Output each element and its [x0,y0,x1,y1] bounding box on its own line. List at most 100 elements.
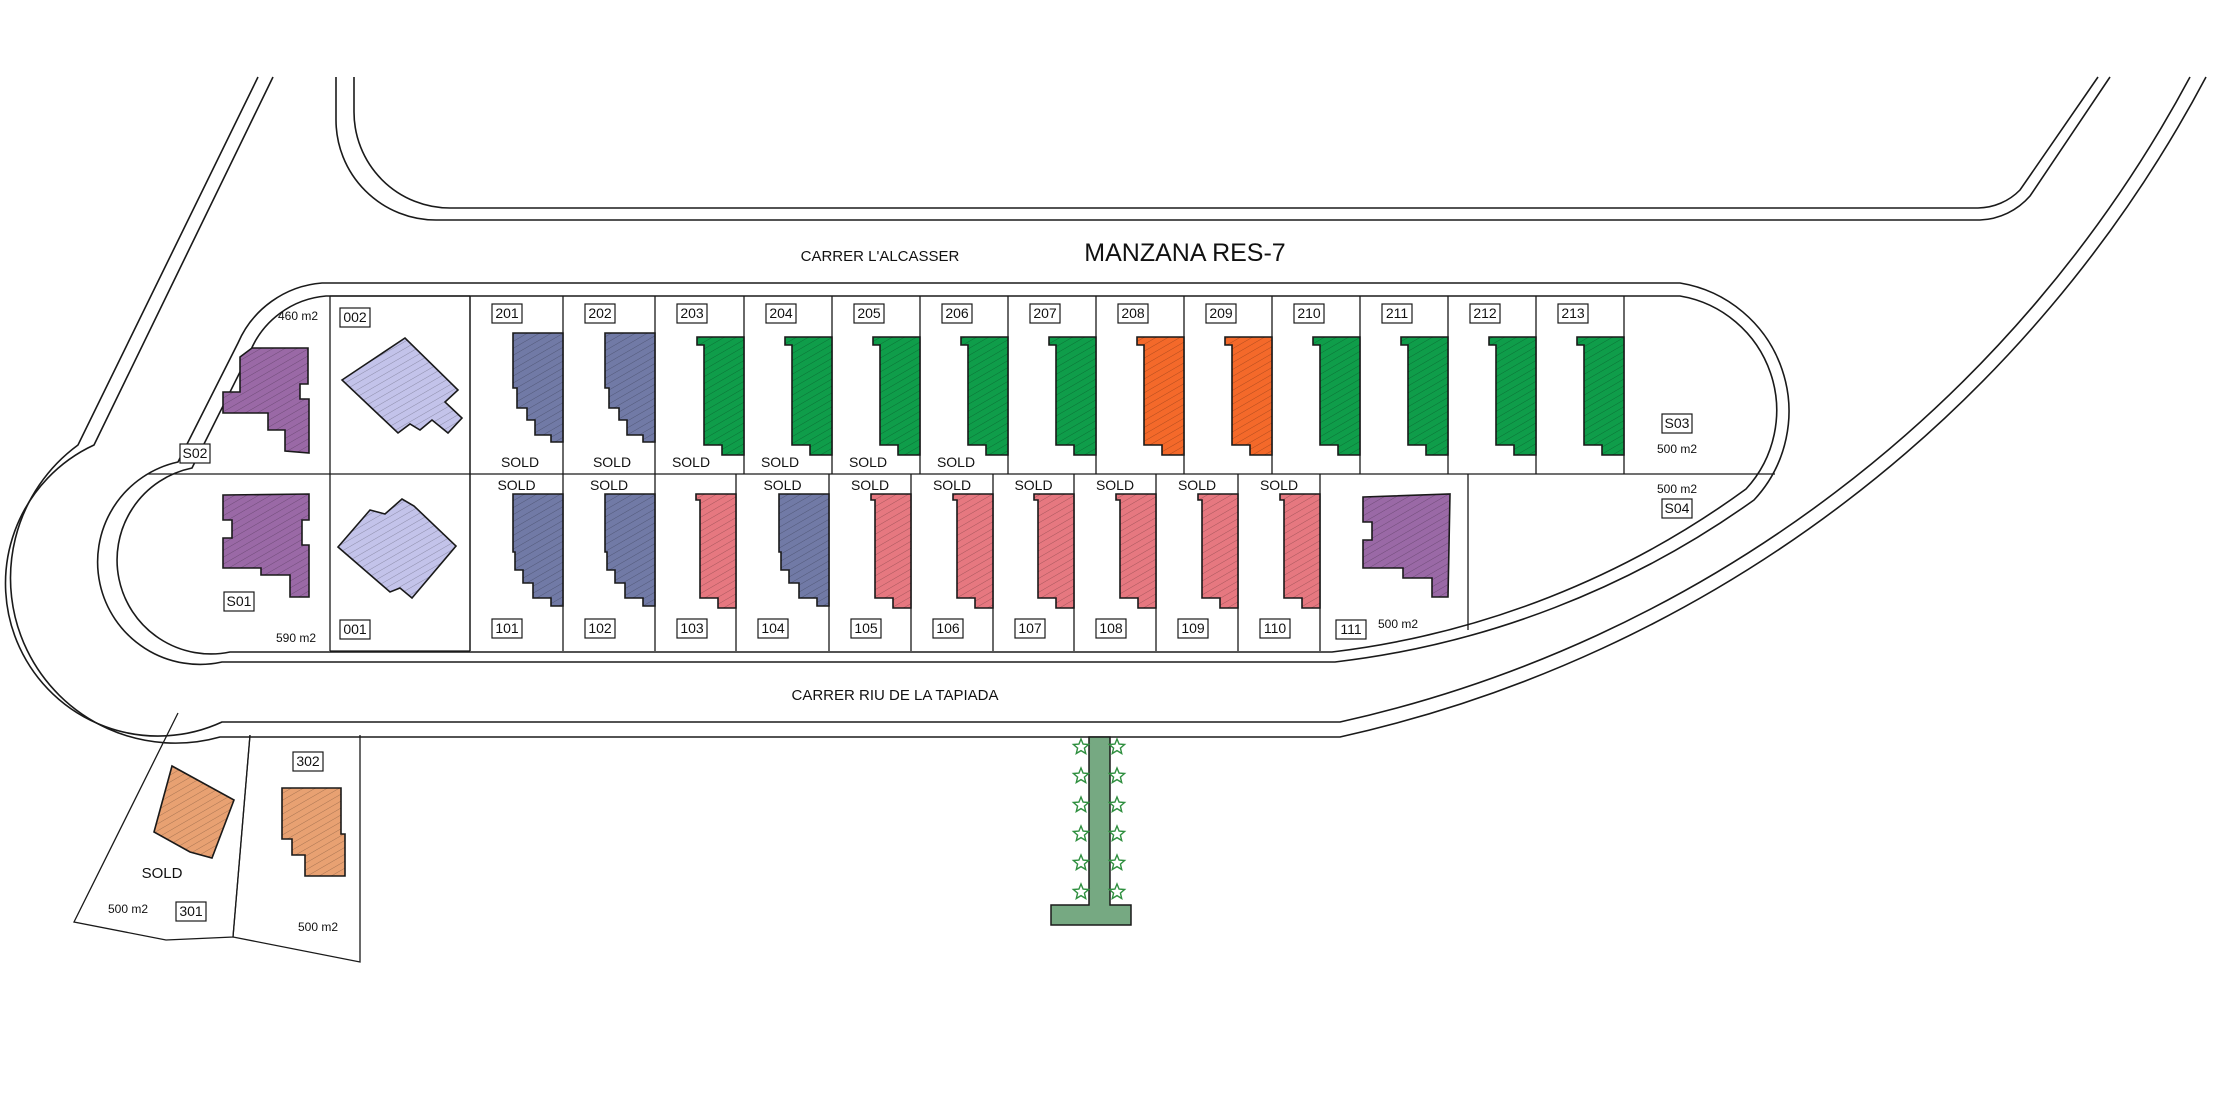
plot-001[interactable]: 001 [330,474,470,651]
tree-icon [1107,737,1127,755]
plot-number-box [1661,498,1693,519]
sold-status: SOLD [1014,477,1052,493]
plot-number: 203 [680,305,704,321]
plot-208[interactable]: 208 [1096,296,1185,474]
plot-number: 110 [1264,620,1287,636]
plot-302[interactable]: 302 500 m2 [233,735,360,962]
plot-207[interactable]: 207 [1008,296,1097,474]
plot-number-box [1661,413,1693,434]
tree-icon [1107,766,1127,784]
house-hatch [1116,494,1156,608]
plot-s04[interactable]: 500 m2 S04 [1468,474,1758,624]
plot-203[interactable]: 203 SOLD [655,296,745,474]
block-title: MANZANA RES-7 [1084,239,1285,267]
tree-icon [1107,824,1127,842]
plot-number: 104 [761,620,785,636]
plot-number-box [1117,303,1149,324]
plot-number-box [584,303,616,324]
tree-icon [1071,853,1091,871]
plot-111[interactable]: 111 500 m2 [1320,474,1468,651]
plot-106[interactable]: 106 SOLD [911,474,994,651]
house-hatch [1313,337,1360,455]
plot-area: 500 m2 [1657,482,1697,496]
sold-status: SOLD [849,454,887,470]
plot-212[interactable]: 212 [1448,296,1537,474]
sold-status: SOLD [1096,477,1134,493]
plot-213[interactable]: 213 [1536,296,1625,474]
house-hatch [873,337,920,455]
plot-105[interactable]: 105 SOLD [829,474,912,651]
house-hatch [1049,337,1096,455]
plot-number-box [853,303,885,324]
plot-number: S03 [1665,415,1690,431]
plot-number-box [676,303,708,324]
plot-number-box [1469,303,1501,324]
plot-109[interactable]: 109 SOLD [1156,474,1239,651]
house-hatch [697,337,744,455]
plot-101[interactable]: 101 SOLD [470,474,564,651]
plot-201[interactable]: 201 SOLD [470,296,564,474]
plot-s02[interactable]: 460 m2 S02 [179,296,330,474]
house-hatch [1280,494,1320,608]
plot-number-box [765,303,797,324]
house-hatch [696,494,736,608]
sold-status: SOLD [851,477,889,493]
plot-number-box [1177,618,1209,639]
plot-number-box [339,307,371,328]
plot-number: 109 [1181,620,1205,636]
plot-number: 001 [343,621,367,637]
plot-number: 213 [1561,305,1585,321]
house-hatch [1137,337,1184,455]
tree-icon [1071,795,1091,813]
plot-area-hit[interactable] [1468,474,1758,624]
house-hatch [513,494,563,606]
plot-202[interactable]: 202 SOLD [563,296,656,474]
plot-number-box [491,618,523,639]
plot-206[interactable]: 206 SOLD [920,296,1009,474]
park-area [1050,736,1132,926]
plot-s01[interactable]: S01 590 m2 [150,474,330,651]
house-hatch [1225,337,1272,455]
plot-number-box [1381,303,1413,324]
plot-area: 500 m2 [1378,617,1418,631]
plot-number-box [1095,618,1127,639]
house-hatch [513,333,563,442]
plot-number: 205 [857,305,881,321]
house-hatch [1577,337,1624,455]
sold-status: SOLD [142,865,183,882]
sold-status: SOLD [1178,477,1216,493]
plot-103[interactable]: 103 [655,474,737,651]
plot-number: 111 [1340,621,1361,637]
sold-status: SOLD [937,454,975,470]
plots-layer: 201 SOLD 202 SOLD 203 SOLD 204 SOLD 205 SOLD 206 SO… [74,296,1764,962]
plot-110[interactable]: 110 SOLD [1238,474,1321,651]
plot-number-box [676,618,708,639]
plot-number: 103 [680,620,704,636]
house-hatch [154,766,234,858]
plot-301[interactable]: SOLD 500 m2 301 [74,713,250,940]
plot-area: 460 m2 [278,309,318,323]
plot-210[interactable]: 210 [1272,296,1361,474]
plot-209[interactable]: 209 [1184,296,1273,474]
plot-number: 102 [588,620,612,636]
plot-002[interactable]: 002 [330,296,470,474]
plot-204[interactable]: 204 SOLD [744,296,833,474]
plot-108[interactable]: 108 SOLD [1074,474,1157,651]
plot-number-box [584,618,616,639]
house-hatch [605,494,655,606]
plot-102[interactable]: 102 SOLD [563,474,656,651]
plot-s03[interactable]: S03 500 m2 [1624,296,1764,474]
plot-number: 302 [296,753,320,769]
plot-number-box [850,618,882,639]
house-hatch [961,337,1008,455]
plot-number-box [932,618,964,639]
house-hatch [1034,494,1074,608]
plot-number: 202 [588,305,612,321]
house-hatch [785,337,832,455]
plot-205[interactable]: 205 SOLD [832,296,921,474]
plot-211[interactable]: 211 [1360,296,1449,474]
plot-number: 208 [1121,305,1145,321]
plot-number-box [179,443,211,464]
plot-104[interactable]: 104 SOLD [736,474,830,651]
plot-107[interactable]: 107 SOLD [993,474,1075,651]
